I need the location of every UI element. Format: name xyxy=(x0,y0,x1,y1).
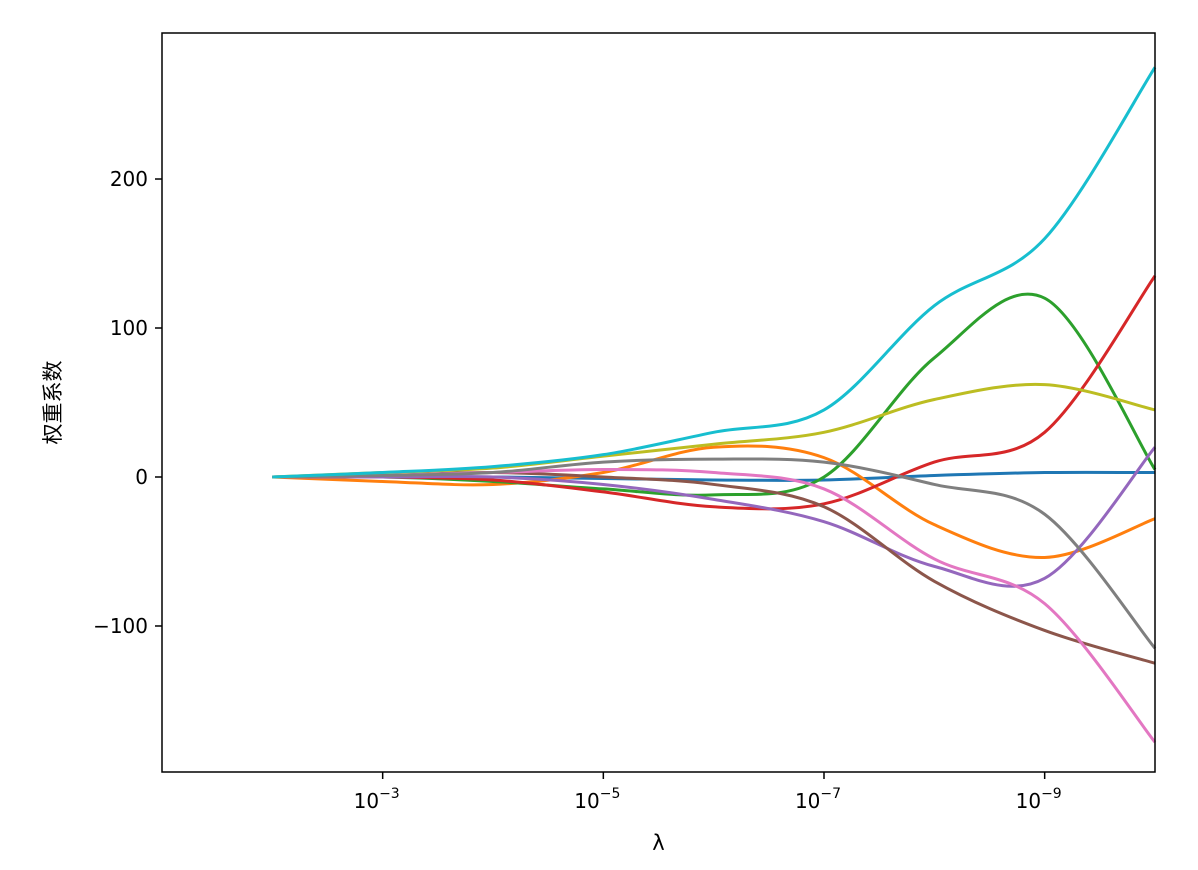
series-line-7 xyxy=(272,468,1157,744)
y-axis-ticks: −100 0 100 200 xyxy=(93,167,162,638)
y-tick-label: 200 xyxy=(110,167,148,191)
series-line-5 xyxy=(272,446,1157,588)
x-tick-label: 10−7 xyxy=(795,786,841,813)
y-tick-label: 0 xyxy=(135,465,148,489)
series-line-10 xyxy=(272,66,1157,479)
series-layer xyxy=(272,66,1157,744)
x-axis-ticks: 10−3 10−5 10−7 10−9 xyxy=(354,772,1062,813)
y-tick-label: 100 xyxy=(110,316,148,340)
series-line-2 xyxy=(272,444,1156,559)
x-axis-label: λ xyxy=(652,831,664,855)
x-tick-label: 10−5 xyxy=(574,786,620,813)
series-line-3 xyxy=(272,292,1157,497)
y-tick-label: −100 xyxy=(93,614,148,638)
y-axis-label: 权重系数 xyxy=(41,361,65,445)
x-tick-label: 10−9 xyxy=(1016,786,1062,813)
x-tick-label: 10−3 xyxy=(354,786,400,813)
series-line-9 xyxy=(272,382,1156,479)
series-line-8 xyxy=(272,457,1157,650)
plot-frame xyxy=(161,32,1156,773)
